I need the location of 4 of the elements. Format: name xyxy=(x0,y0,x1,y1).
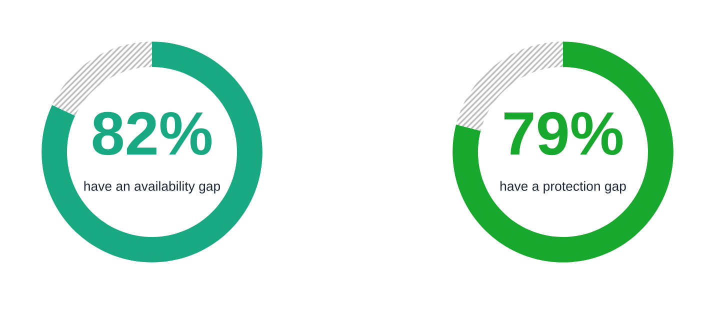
data-label: 82% xyxy=(92,112,212,156)
data-label: 79% xyxy=(504,112,623,156)
text: have an availability gap xyxy=(84,181,220,194)
text: have a protection gap xyxy=(500,181,626,194)
